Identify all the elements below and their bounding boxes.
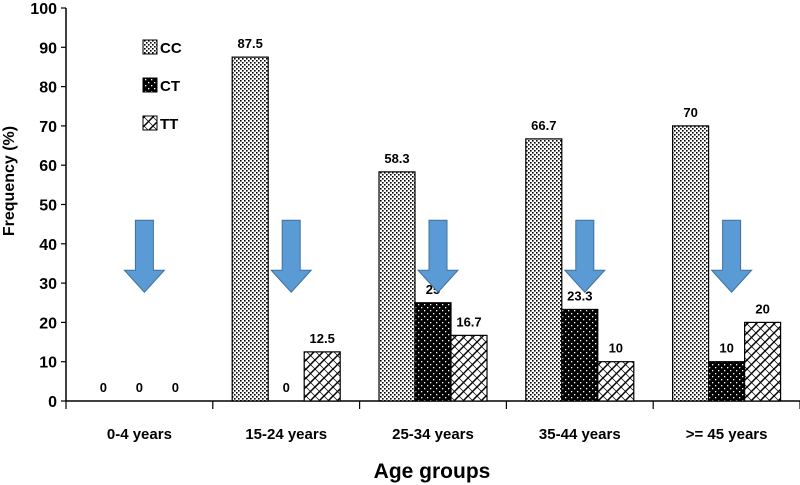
- bar-cc: [671, 125, 710, 402]
- x-tick-label: >= 45 years: [686, 426, 768, 443]
- y-tick-label: 50: [39, 198, 57, 215]
- y-tick-label: 60: [39, 158, 57, 175]
- y-tick-label: 80: [39, 80, 57, 97]
- legend-label-tt: TT: [160, 116, 178, 133]
- y-tick-label: 70: [39, 119, 57, 136]
- data-label-tt: 0: [172, 380, 179, 395]
- legend: CC CT TT: [142, 39, 182, 133]
- data-label-cc: 87.5: [238, 36, 263, 51]
- legend-label-cc: CC: [160, 40, 182, 57]
- y-tick-label: 10: [39, 355, 57, 372]
- data-label-cc: 66.7: [531, 118, 556, 133]
- data-label-tt: 20: [755, 301, 769, 316]
- data-label-ct: 0: [136, 380, 143, 395]
- bars-group: [231, 56, 782, 402]
- legend-swatch-ct: [142, 77, 158, 93]
- x-tick-label: 0-4 years: [107, 426, 172, 443]
- down-arrow-icon: [270, 219, 313, 293]
- data-label-cc: 58.3: [384, 151, 409, 166]
- bar-cc: [378, 171, 416, 402]
- data-label-ct: 0: [283, 380, 290, 395]
- data-label-ct: 10: [719, 341, 733, 356]
- x-tick-label: 35-44 years: [539, 426, 621, 443]
- y-tick-label: 100: [30, 1, 57, 18]
- down-arrow-icon: [563, 219, 606, 293]
- data-label-tt: 10: [609, 341, 623, 356]
- data-label-ct: 23.3: [567, 288, 592, 303]
- y-axis-title: Frequency (%): [1, 126, 18, 236]
- legend-swatch-cc: [142, 39, 158, 55]
- y-tick-label: 0: [48, 394, 57, 411]
- down-arrow-icon: [123, 219, 166, 293]
- y-tick-label: 20: [39, 315, 57, 332]
- bar-tt: [303, 351, 341, 402]
- y-tick-label: 40: [39, 237, 57, 254]
- legend-label-ct: CT: [160, 78, 180, 95]
- data-label-cc: 0: [100, 380, 107, 395]
- down-arrow-icon: [710, 219, 753, 293]
- data-label-tt: 16.7: [456, 314, 481, 329]
- legend-swatch-tt: [142, 115, 158, 131]
- x-tick-label: 15-24 years: [245, 426, 327, 443]
- bar-tt: [597, 361, 635, 402]
- x-axis: 0-4 years 15-24 years 25-34 years 35-44 yea…: [65, 400, 800, 443]
- bar-ct: [707, 361, 746, 402]
- data-label-tt: 12.5: [310, 331, 335, 346]
- x-tick-label: 25-34 years: [392, 426, 474, 443]
- y-axis: 0 10 20 30 40 50 60 70 80 90 100: [30, 1, 67, 411]
- y-tick-label: 30: [39, 276, 57, 293]
- arrow-annotations: [123, 219, 753, 293]
- bar-ct: [561, 308, 599, 402]
- bar-cc: [525, 138, 563, 402]
- bar-tt: [743, 321, 782, 402]
- x-axis-title: Age groups: [374, 460, 491, 483]
- bar-ct: [414, 302, 452, 402]
- bar-tt: [450, 334, 488, 402]
- y-tick-label: 90: [39, 40, 57, 57]
- bar-cc: [231, 56, 269, 402]
- down-arrow-icon: [416, 219, 460, 293]
- data-label-cc: 70: [683, 105, 697, 120]
